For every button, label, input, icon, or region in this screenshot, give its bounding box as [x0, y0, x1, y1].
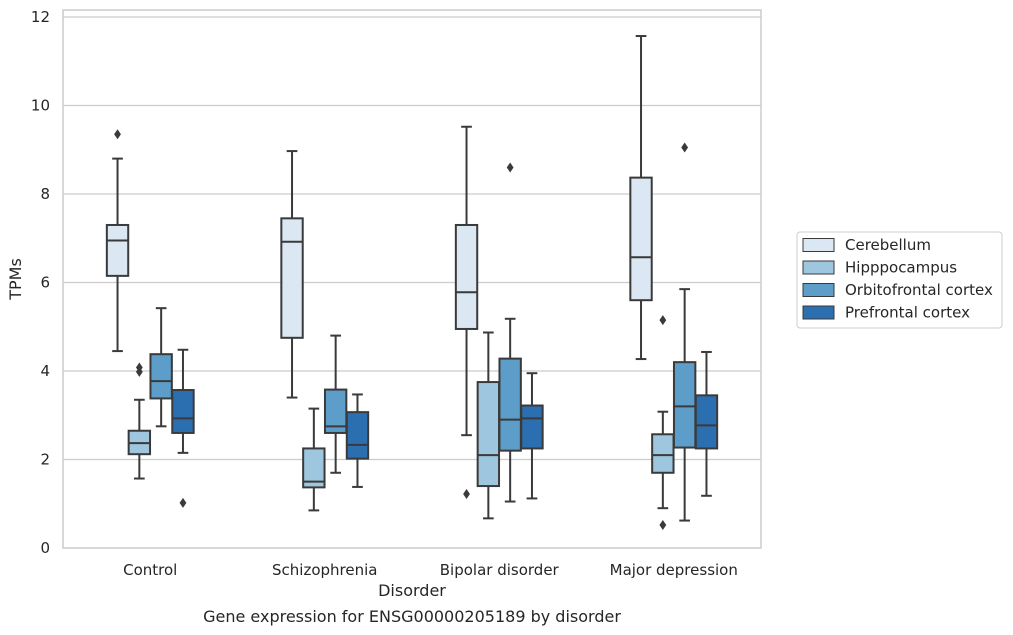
box-iqr — [345, 411, 370, 460]
legend-label: Prefrontal cortex — [845, 304, 970, 322]
y-axis-label: TPMs — [6, 258, 25, 301]
box-iqr — [171, 389, 195, 434]
box-1-3 — [454, 125, 479, 500]
legend-label: Cerebellum — [845, 236, 931, 254]
box-3-3 — [498, 162, 522, 503]
gridlines — [63, 16, 761, 461]
plot-area-frame — [62, 9, 762, 549]
box-2-1 — [127, 362, 152, 480]
box-3-1 — [149, 307, 173, 428]
box-iqr — [454, 223, 479, 330]
box-iqr — [629, 176, 653, 302]
box-iqr — [280, 217, 304, 339]
box-iqr — [302, 447, 326, 489]
outlier-point — [135, 362, 143, 373]
y-tick-label: 6 — [40, 274, 50, 292]
box-1-1 — [105, 129, 130, 353]
outlier-point — [179, 497, 187, 508]
box-plots — [105, 35, 719, 530]
box-3-4 — [672, 142, 697, 522]
legend-swatch — [802, 260, 835, 275]
box-iqr — [651, 433, 675, 474]
x-axis-label: Disorder — [378, 581, 446, 600]
box-3-2 — [323, 334, 348, 474]
box-iqr — [694, 394, 719, 450]
box-iqr — [672, 361, 697, 449]
x-tick-labels: Control Schizophrenia Bipolar disorder Majo… — [123, 561, 738, 579]
outlier-point — [506, 162, 514, 173]
y-tick-label: 2 — [40, 451, 50, 469]
outlier-point — [659, 315, 667, 326]
x-tick-label: Control — [123, 561, 177, 579]
box-4-3 — [520, 372, 544, 500]
legend-swatch — [802, 305, 835, 320]
chart-caption: Gene expression for ENSG00000205189 by d… — [203, 607, 621, 626]
legend-swatch — [802, 238, 835, 252]
outlier-point — [463, 489, 470, 500]
x-tick-label: Schizophrenia — [272, 561, 377, 579]
box-2-2 — [302, 407, 326, 512]
legend: Cerebellum Hipppocampus Orbitofrontal cort… — [796, 231, 1003, 329]
box-1-4 — [629, 35, 653, 361]
x-tick-label: Major depression — [610, 561, 738, 579]
outlier-point — [681, 142, 689, 153]
box-4-1 — [171, 348, 195, 508]
box-iqr — [105, 223, 130, 277]
box-4-4 — [694, 350, 719, 497]
y-tick-label: 12 — [31, 8, 50, 26]
box-iqr — [149, 353, 173, 400]
legend-label: Orbitofrontal cortex — [845, 281, 993, 299]
box-4-2 — [345, 393, 370, 488]
y-tick-label: 8 — [40, 185, 50, 203]
y-tick-label: 0 — [40, 539, 50, 557]
box-2-3 — [476, 331, 501, 520]
y-tick-label: 4 — [40, 362, 50, 380]
x-tick-label: Bipolar disorder — [440, 561, 560, 579]
legend-label: Hipppocampus — [845, 259, 957, 277]
outlier-point — [659, 519, 667, 530]
y-tick-labels: 0 2 4 6 8 10 12 — [31, 8, 50, 557]
box-1-2 — [280, 150, 304, 399]
box-iqr — [498, 357, 522, 452]
y-tick-label: 10 — [31, 97, 50, 115]
box-iqr — [476, 381, 501, 488]
legend-swatch — [802, 283, 835, 297]
legend-frame — [796, 231, 1003, 329]
box-iqr — [520, 404, 544, 450]
outlier-point — [114, 129, 121, 140]
box-2-4 — [651, 315, 675, 530]
